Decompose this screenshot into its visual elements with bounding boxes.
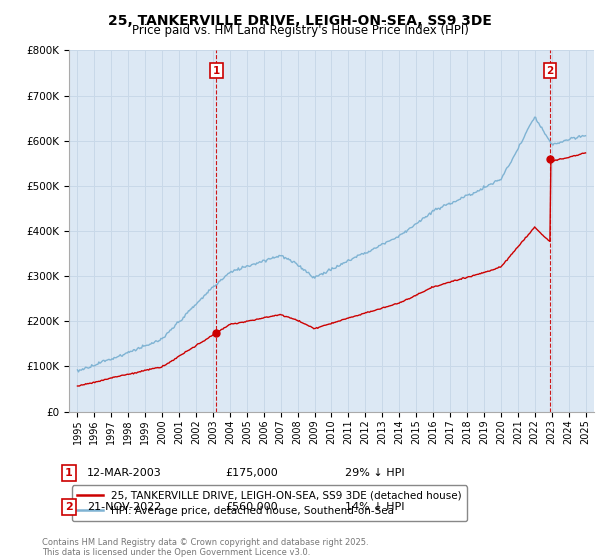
Text: 2: 2 bbox=[547, 66, 554, 76]
Text: Contains HM Land Registry data © Crown copyright and database right 2025.
This d: Contains HM Land Registry data © Crown c… bbox=[42, 538, 368, 557]
Text: Price paid vs. HM Land Registry's House Price Index (HPI): Price paid vs. HM Land Registry's House … bbox=[131, 24, 469, 37]
Text: 21-NOV-2022: 21-NOV-2022 bbox=[87, 502, 161, 512]
Text: 14% ↓ HPI: 14% ↓ HPI bbox=[345, 502, 404, 512]
Text: 25, TANKERVILLE DRIVE, LEIGH-ON-SEA, SS9 3DE: 25, TANKERVILLE DRIVE, LEIGH-ON-SEA, SS9… bbox=[108, 14, 492, 28]
Text: 2: 2 bbox=[65, 502, 73, 512]
Legend: 25, TANKERVILLE DRIVE, LEIGH-ON-SEA, SS9 3DE (detached house), HPI: Average pric: 25, TANKERVILLE DRIVE, LEIGH-ON-SEA, SS9… bbox=[71, 486, 467, 521]
Text: £560,000: £560,000 bbox=[225, 502, 278, 512]
Text: 1: 1 bbox=[213, 66, 220, 76]
Text: 29% ↓ HPI: 29% ↓ HPI bbox=[345, 468, 404, 478]
Text: 12-MAR-2003: 12-MAR-2003 bbox=[87, 468, 162, 478]
Text: 1: 1 bbox=[65, 468, 73, 478]
Text: £175,000: £175,000 bbox=[225, 468, 278, 478]
